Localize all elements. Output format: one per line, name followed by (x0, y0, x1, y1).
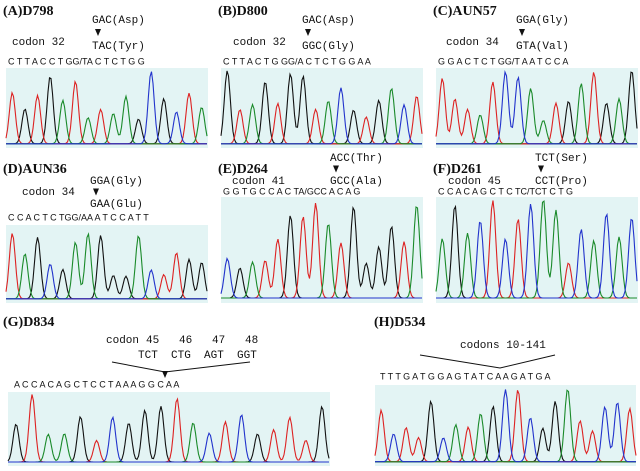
codon-label: codons 10-141 (460, 340, 546, 352)
codon: AGT (204, 350, 224, 362)
mutant: GGC(Gly) (302, 41, 355, 53)
trace (435, 200, 637, 299)
codon-label: codon (106, 335, 139, 347)
codon-label: codon 34 (22, 187, 75, 199)
sequence: G G A C T C T GG/T A A T C C A (438, 56, 568, 66)
trace (375, 389, 636, 463)
panel-label: (C)AUN57 (433, 4, 497, 19)
codon: TCT (138, 350, 158, 362)
sequence: A C C A C A G C T C C T A A A G G C A A (14, 379, 179, 389)
trace-background (375, 385, 636, 466)
codon-number: 46 (179, 335, 192, 347)
bracket (419, 354, 556, 369)
panel-label: (B)D800 (218, 4, 268, 19)
codon-number: 45 (146, 335, 159, 347)
sequence: C C A C A G C T C TC/TCT C T G (438, 186, 573, 196)
trace (221, 87, 422, 145)
arrow (519, 29, 525, 36)
sequence: C T T A C T G GG/A C T C T G G A A (223, 56, 371, 66)
wild-type: GAC(Asp) (302, 15, 355, 27)
wild-type: GGA(Gly) (90, 176, 143, 188)
trace (436, 70, 637, 145)
trace (221, 87, 422, 145)
panel-label: (E)D264 (218, 162, 268, 177)
trace (436, 204, 638, 299)
wild-type: ACC(Thr) (330, 153, 383, 165)
mutant: TAC(Tyr) (92, 41, 145, 53)
mutant: GTA(Val) (516, 41, 569, 53)
trace-background (6, 68, 208, 148)
sequence: G G T G C C A C TA/GCC A C A G (223, 186, 360, 196)
arrow (93, 188, 99, 196)
panel-label: (D)AUN36 (3, 162, 67, 177)
wild-type: GAC(Asp) (92, 15, 145, 27)
sequence: C T T A C C T GG/TA C T C T G G (8, 56, 145, 66)
wild-type: GGA(Gly) (516, 15, 569, 27)
codon-label: codon 41 (232, 176, 285, 188)
codon-label: codon 34 (446, 37, 499, 49)
trace-background (6, 225, 208, 303)
codon-label: codon 45 (448, 176, 501, 188)
panel-label: (A)D798 (3, 4, 54, 19)
sequence: C C A C T C TGG/AA A T C C A T T (8, 212, 149, 222)
codon-label: codon 32 (233, 37, 286, 49)
sequence: T T T G A T G G A G T A T C A A G A T G … (380, 371, 550, 381)
trace (6, 71, 207, 145)
mutant: GCC(Ala) (330, 176, 383, 188)
trace-background (221, 68, 423, 148)
codon: CTG (171, 350, 191, 362)
codon-label: codon 32 (12, 37, 65, 49)
panel-label: (H)D534 (374, 315, 425, 330)
trace (8, 414, 329, 463)
trace-background (8, 392, 330, 466)
trace (6, 264, 207, 300)
panel-label: (G)D834 (3, 315, 54, 330)
bracket (111, 361, 251, 373)
mutant: CCT(Pro) (535, 176, 588, 188)
mutant: GAA(Glu) (90, 199, 143, 211)
arrow (305, 29, 311, 36)
arrow (95, 29, 101, 36)
arrow (333, 165, 339, 173)
trace (220, 257, 422, 299)
codon-number: 47 (212, 335, 225, 347)
codon: GGT (237, 350, 257, 362)
panel-label: (F)D261 (433, 162, 482, 177)
wild-type: TCT(Ser) (535, 153, 588, 165)
arrow (538, 165, 544, 173)
codon-number: 48 (245, 335, 258, 347)
arrow (162, 371, 168, 378)
